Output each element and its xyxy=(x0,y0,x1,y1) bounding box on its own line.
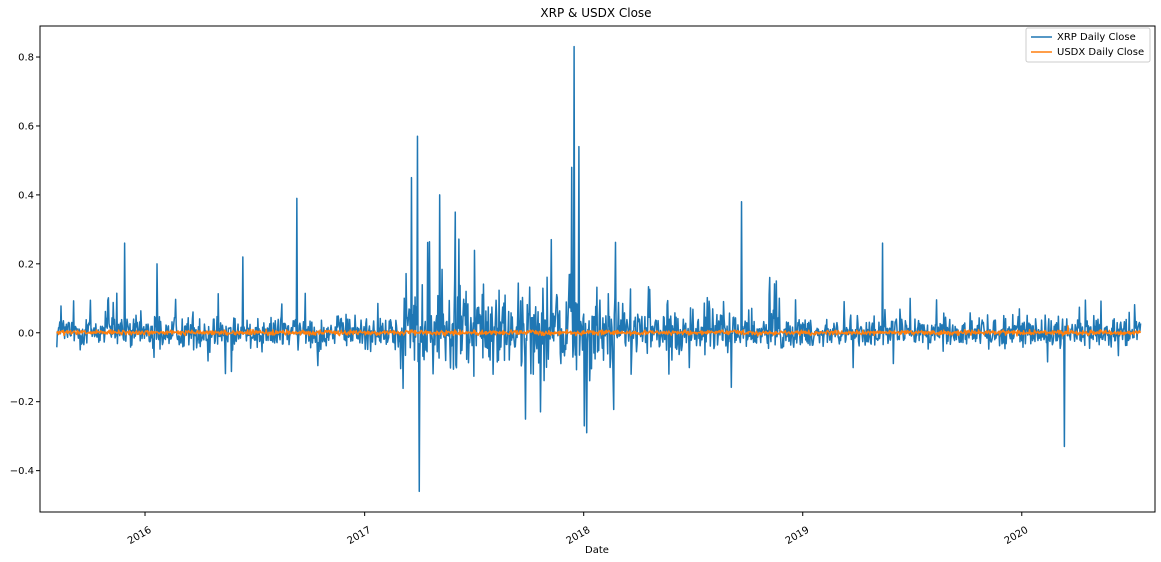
y-tick-label: 0.2 xyxy=(18,259,34,270)
x-tick-label: 2017 xyxy=(346,525,374,547)
x-tick-label: 2019 xyxy=(784,525,812,547)
y-tick-label: 0.6 xyxy=(18,121,34,132)
plot-background xyxy=(40,26,1155,512)
x-tick-label: 2020 xyxy=(1003,525,1031,547)
y-tick-label: 0.0 xyxy=(18,328,34,339)
plot-frame xyxy=(39,25,1156,513)
y-tick-label: 0.4 xyxy=(18,190,34,201)
y-tick-label: −0.2 xyxy=(10,397,34,408)
chart-title: XRP & USDX Close xyxy=(540,6,651,20)
x-tick-label: 2018 xyxy=(565,525,593,547)
y-tick-label: −0.4 xyxy=(10,466,34,477)
legend-box xyxy=(1025,27,1151,63)
y-tick-label: 0.8 xyxy=(18,53,34,64)
x-tick-label: 2016 xyxy=(126,525,154,547)
x-axis: 2016 2017 2018 2019 2020 xyxy=(126,512,1030,547)
y-axis: −0.4 −0.2 0.0 0.2 0.4 0.6 0.8 xyxy=(10,53,40,477)
series-usdx-line xyxy=(56,325,1142,337)
legend-label-usdx: USDX Daily Close xyxy=(1057,47,1144,58)
series-layer xyxy=(56,45,1142,493)
legend: XRP Daily Close USDX Daily Close xyxy=(1025,27,1151,63)
x-axis-label: Date xyxy=(585,545,609,556)
plot-area xyxy=(39,25,1156,513)
legend-label-xrp: XRP Daily Close xyxy=(1057,32,1136,43)
